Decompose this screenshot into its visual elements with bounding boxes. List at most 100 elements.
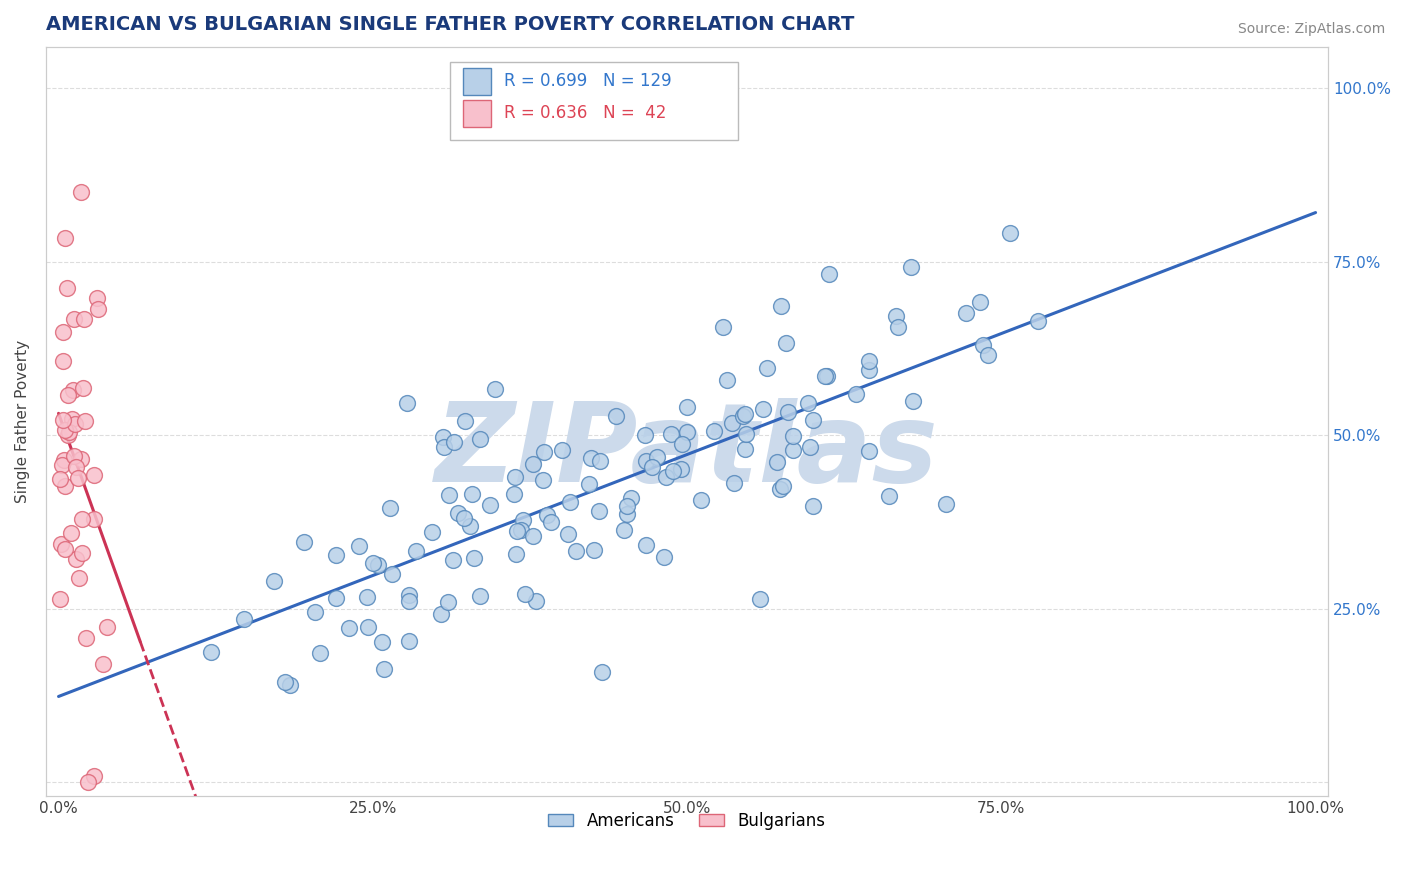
Point bbox=[703, 425, 725, 439]
Point bbox=[723, 476, 745, 491]
Point bbox=[720, 416, 742, 430]
Point bbox=[797, 396, 820, 410]
Point bbox=[52, 453, 75, 467]
Point bbox=[815, 368, 838, 383]
Point bbox=[772, 479, 794, 493]
Legend: Americans, Bulgarians: Americans, Bulgarians bbox=[541, 805, 832, 837]
Point bbox=[886, 320, 908, 334]
Point bbox=[1026, 314, 1049, 328]
Point bbox=[540, 516, 562, 530]
Point bbox=[734, 427, 756, 442]
Point bbox=[72, 381, 94, 395]
Point bbox=[770, 299, 793, 313]
Point bbox=[505, 547, 527, 561]
Point bbox=[560, 495, 582, 509]
Point bbox=[49, 537, 72, 551]
Point bbox=[381, 567, 404, 582]
Point bbox=[86, 292, 108, 306]
Point bbox=[52, 325, 75, 339]
Point bbox=[70, 186, 93, 200]
Point bbox=[578, 476, 600, 491]
Point bbox=[662, 464, 685, 478]
Point bbox=[436, 594, 458, 608]
Point bbox=[62, 383, 84, 397]
Point bbox=[56, 280, 79, 294]
Point bbox=[454, 414, 477, 428]
Point bbox=[76, 775, 98, 789]
Point bbox=[72, 512, 94, 526]
Point bbox=[470, 589, 492, 603]
Point bbox=[67, 571, 90, 585]
Point bbox=[858, 363, 880, 377]
Point bbox=[588, 503, 610, 517]
Point bbox=[901, 393, 924, 408]
Point bbox=[636, 454, 658, 468]
Point bbox=[367, 558, 389, 572]
Point bbox=[858, 444, 880, 458]
Point bbox=[634, 427, 657, 442]
Point bbox=[263, 574, 285, 588]
Point bbox=[347, 539, 370, 553]
Point bbox=[531, 473, 554, 487]
Point bbox=[458, 519, 481, 533]
Point bbox=[998, 226, 1021, 240]
Point bbox=[711, 320, 734, 334]
Point bbox=[453, 511, 475, 525]
Point bbox=[605, 409, 627, 424]
Point bbox=[801, 413, 824, 427]
Point bbox=[582, 542, 605, 557]
Point bbox=[67, 471, 90, 485]
Point bbox=[441, 553, 464, 567]
Point bbox=[509, 523, 531, 537]
Point bbox=[378, 500, 401, 515]
Point bbox=[65, 552, 87, 566]
Point bbox=[430, 607, 453, 621]
Point bbox=[858, 354, 880, 368]
Point bbox=[91, 657, 114, 671]
Point bbox=[551, 443, 574, 458]
Point bbox=[619, 491, 641, 505]
Point bbox=[616, 507, 638, 521]
Point bbox=[309, 646, 332, 660]
Point bbox=[557, 527, 579, 541]
Point bbox=[769, 482, 792, 496]
Point bbox=[671, 437, 693, 451]
Text: R = 0.636   N =  42: R = 0.636 N = 42 bbox=[503, 104, 666, 122]
Point bbox=[292, 535, 315, 549]
Point bbox=[432, 430, 454, 444]
Point bbox=[52, 354, 75, 368]
Point bbox=[371, 634, 394, 648]
Point bbox=[533, 444, 555, 458]
Point bbox=[56, 387, 79, 401]
Point bbox=[505, 524, 527, 538]
Point bbox=[363, 556, 385, 570]
Point bbox=[776, 405, 799, 419]
Point bbox=[62, 312, 84, 326]
Point bbox=[502, 487, 524, 501]
Point bbox=[690, 492, 713, 507]
Point bbox=[845, 386, 868, 401]
Point bbox=[479, 498, 502, 512]
Point bbox=[900, 260, 922, 275]
Point bbox=[96, 620, 118, 634]
Point bbox=[325, 548, 347, 562]
Point bbox=[433, 441, 456, 455]
Point bbox=[505, 470, 527, 484]
Point bbox=[280, 678, 302, 692]
Point bbox=[955, 306, 977, 320]
Text: Source: ZipAtlas.com: Source: ZipAtlas.com bbox=[1237, 22, 1385, 37]
Point bbox=[55, 479, 77, 493]
Point bbox=[53, 542, 76, 557]
Point bbox=[398, 588, 420, 602]
Point bbox=[972, 337, 994, 351]
Point bbox=[49, 591, 72, 606]
Point bbox=[60, 411, 83, 425]
Text: AMERICAN VS BULGARIAN SINGLE FATHER POVERTY CORRELATION CHART: AMERICAN VS BULGARIAN SINGLE FATHER POVE… bbox=[46, 15, 855, 34]
Point bbox=[83, 769, 105, 783]
Point bbox=[734, 442, 756, 456]
Point bbox=[884, 309, 907, 323]
Point bbox=[395, 396, 418, 410]
Point bbox=[48, 472, 70, 486]
Point bbox=[669, 462, 692, 476]
Point bbox=[83, 467, 105, 482]
